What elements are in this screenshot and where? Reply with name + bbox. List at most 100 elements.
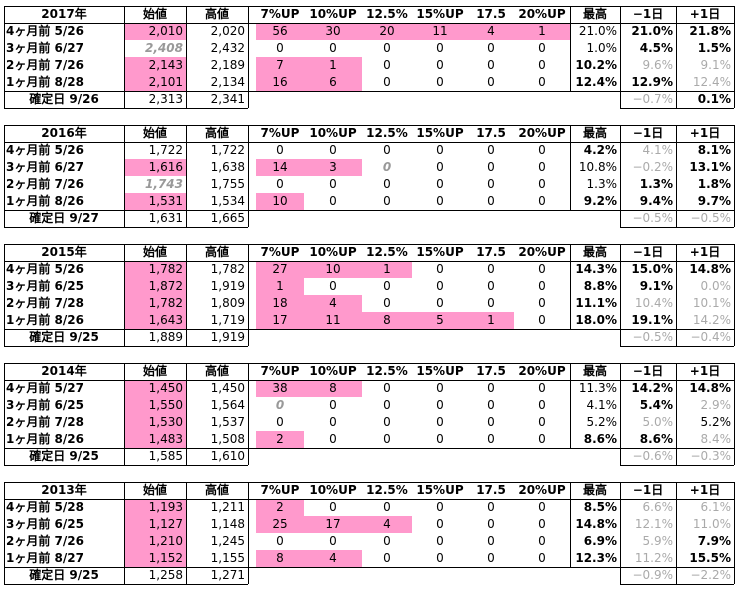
data-cell: 2,010 (124, 23, 186, 40)
data-cell: 1.3% (586, 177, 618, 191)
data-cell: 16 (256, 74, 304, 91)
year-header-row: 2014年 始値 高値 7%UP 10%UP 12.5% 15%UP 17.5 20%UP 最高 −… (4, 363, 734, 380)
data-cell: 0.0% (700, 279, 732, 293)
data-cell: 0 (538, 160, 546, 174)
row-label: 2ヶ月前 7/26 (6, 177, 84, 191)
data-cell: −0.9% (632, 568, 673, 582)
data-cell: 2 (256, 499, 304, 516)
row-label: 2ヶ月前 7/26 (6, 534, 84, 548)
column-header: 最高 (582, 364, 607, 378)
year-header-row: 2017年 始値 高値 7%UP 10%UP 12.5% 15%UP 17.5 20%UP 最高 −… (4, 6, 734, 23)
row-label: 3ヶ月前 6/25 (6, 517, 84, 531)
column-header: 最高 (582, 483, 607, 497)
data-cell: −0.6% (632, 449, 673, 463)
grid-line (186, 363, 187, 465)
data-cell: 4 (304, 550, 362, 567)
data-cell: 4.5% (639, 41, 673, 55)
confirm-row: 確定日 9/25 1,585 1,610 −0.6% −0.3% (4, 448, 734, 465)
grid-line (570, 244, 571, 329)
data-cell: 2,313 (148, 92, 183, 106)
column-header: +1日 (689, 483, 721, 497)
grid-line (4, 125, 734, 126)
data-cell: 1,450 (124, 380, 186, 397)
grid-line (4, 363, 734, 364)
data-cell: 8.8% (583, 279, 617, 293)
year-label: 2017年 (41, 7, 87, 21)
data-cell: 3 (304, 159, 362, 176)
table-row: 3ヶ月前 6/25 1,550 1,564 0 0 0 0 0 0 4.1% 5.4% 2.9% (4, 397, 734, 414)
data-cell: 0 (383, 432, 391, 446)
data-cell: 0 (538, 143, 546, 157)
grid-line (4, 23, 734, 24)
grid-line (4, 482, 734, 483)
data-cell: 15.5% (689, 551, 731, 565)
data-cell: 1,872 (124, 278, 186, 295)
data-cell: 0 (383, 194, 391, 208)
grid-line (248, 363, 249, 465)
column-header: 20%UP (518, 483, 566, 497)
data-cell: 1,743 (145, 177, 183, 191)
column-header: 20%UP (518, 245, 566, 259)
grid-line (570, 363, 571, 448)
grid-line (4, 91, 734, 92)
data-cell: 1,210 (124, 533, 186, 550)
data-cell: 0 (329, 143, 337, 157)
grid-line (4, 448, 734, 449)
data-cell: 0 (487, 415, 495, 429)
data-cell: 0 (487, 296, 495, 310)
column-header: −1日 (632, 126, 664, 140)
row-label: 4ヶ月前 5/26 (6, 143, 84, 157)
data-cell: 1.5% (697, 41, 731, 55)
column-header: 高値 (204, 7, 229, 21)
table-row: 3ヶ月前 6/25 1,872 1,919 1 0 0 0 0 0 8.8% 9.1% 0.0% (4, 278, 734, 295)
row-label: 3ヶ月前 6/25 (6, 398, 84, 412)
data-cell: 6.1% (700, 500, 732, 514)
data-cell: 0 (383, 279, 391, 293)
grid-line (4, 227, 248, 228)
column-header: 高値 (204, 364, 229, 378)
grid-line (4, 142, 734, 143)
data-cell: 1,919 (210, 330, 245, 344)
data-cell: 10 (256, 193, 304, 210)
data-cell: 1,245 (210, 534, 245, 548)
data-cell: 27 (256, 261, 304, 278)
data-cell: 12.4% (575, 75, 617, 89)
data-cell: 5 (412, 312, 468, 329)
data-cell: 11.1% (575, 296, 617, 310)
grid-line (124, 125, 125, 227)
data-cell: 10.1% (692, 296, 731, 310)
grid-line (124, 244, 125, 346)
grid-line (4, 244, 5, 346)
data-cell: 0 (538, 279, 546, 293)
data-cell: 0 (487, 58, 495, 72)
data-cell: 9.2% (583, 194, 617, 208)
grid-line (248, 482, 249, 584)
data-cell: 0 (329, 432, 337, 446)
data-cell: 1,550 (124, 397, 186, 414)
grid-line (734, 482, 735, 584)
data-cell: 10.2% (575, 58, 617, 72)
grid-line (4, 567, 734, 568)
grid-line (186, 6, 187, 108)
data-cell: 0 (487, 143, 495, 157)
data-cell: 0 (382, 160, 392, 174)
data-cell: 12.9% (631, 75, 673, 89)
grid-line (124, 363, 125, 465)
data-cell: 0 (487, 551, 495, 565)
data-cell: −2.2% (690, 568, 731, 582)
data-cell: 0 (538, 75, 546, 89)
data-cell: 2 (256, 431, 304, 448)
data-cell: 1,610 (210, 449, 245, 463)
data-cell: 30 (304, 23, 362, 40)
data-cell: 8.1% (697, 143, 731, 157)
table-row: 2ヶ月前 7/26 2,143 2,189 7 1 0 0 0 0 10.2% 9.6% 9.1% (4, 57, 734, 74)
row-label: 1ヶ月前 8/26 (6, 194, 84, 208)
column-header: 10%UP (309, 364, 357, 378)
column-header: −1日 (632, 364, 664, 378)
column-header: 17.5 (476, 7, 506, 21)
grid-line (4, 363, 5, 465)
data-cell: 38 (256, 380, 304, 397)
row-label: 2ヶ月前 7/28 (6, 296, 84, 310)
grid-line (4, 108, 248, 109)
table-row: 4ヶ月前 5/26 2,010 2,020 56 30 20 11 4 1 21.0% 21.0% 2… (4, 23, 734, 40)
